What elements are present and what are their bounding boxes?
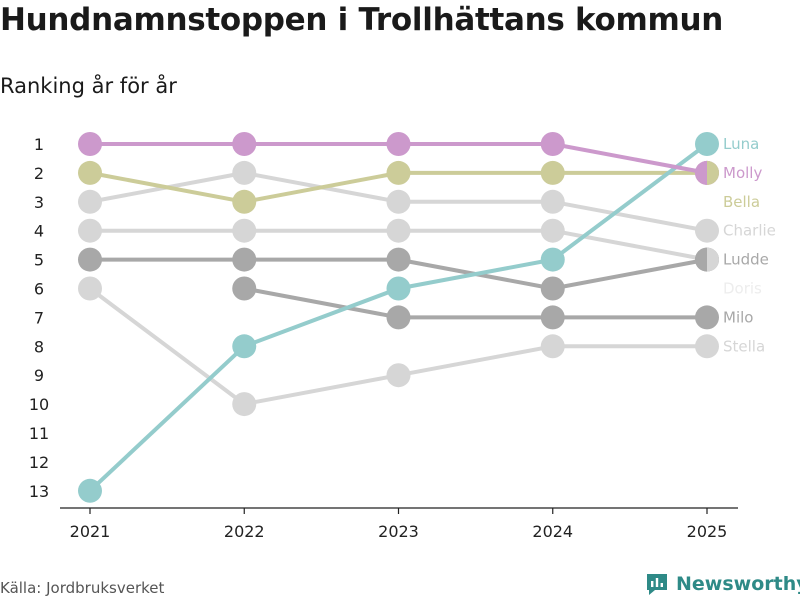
data-point-stella — [232, 392, 257, 417]
data-point-milo — [695, 305, 719, 330]
data-point-milo — [386, 305, 411, 330]
y-tick-label: 1 — [34, 135, 44, 154]
x-tick-label: 2023 — [378, 522, 419, 541]
x-tick-label: 2022 — [224, 522, 265, 541]
data-point-luna — [78, 478, 102, 503]
data-point-ludde — [232, 247, 257, 272]
end-label-charlie: Charlie — [723, 222, 776, 240]
y-tick-label: 6 — [34, 280, 44, 299]
y-tick-label: 7 — [34, 308, 44, 327]
data-point-stella — [540, 334, 565, 359]
shared-point-rank-2 — [695, 160, 719, 185]
source-note: Källa: Jordbruksverket — [0, 579, 165, 597]
y-tick-label: 9 — [34, 366, 44, 385]
newsworthy-logo-icon — [647, 574, 667, 595]
y-tick-label: 4 — [34, 222, 44, 241]
data-point-luna — [232, 334, 257, 359]
data-point-bella — [78, 160, 102, 185]
data-point-ludde — [386, 247, 411, 272]
data-point-charlie — [78, 189, 102, 214]
end-label-luna: Luna — [723, 135, 759, 153]
series-line-milo — [242, 286, 709, 320]
data-point-charlie — [540, 189, 565, 214]
shared-point-rank-5 — [695, 247, 719, 272]
end-label-stella: Stella — [723, 337, 765, 355]
y-tick-label: 12 — [29, 453, 49, 472]
x-tick-label: 2024 — [532, 522, 573, 541]
y-tick-label: 13 — [29, 482, 49, 501]
data-point-ludde — [540, 218, 565, 243]
brand-logo[interactable]: Newsworthy — [645, 570, 800, 598]
y-tick-label: 11 — [29, 424, 49, 443]
data-point-charlie — [232, 160, 257, 185]
data-point-charlie — [386, 189, 411, 214]
data-point-milo — [232, 276, 257, 301]
data-point-stella — [78, 276, 102, 301]
data-point-ludde — [78, 218, 102, 243]
y-tick-label: 3 — [34, 193, 44, 212]
shared-point-rank-5-right — [707, 247, 719, 272]
end-label-molly: Molly — [723, 164, 762, 182]
data-point-luna — [540, 247, 565, 272]
data-point-bella — [386, 160, 411, 185]
end-label-milo: Milo — [723, 308, 753, 326]
data-point-luna — [695, 132, 719, 156]
data-point-luna — [386, 276, 411, 301]
data-point-ludde — [540, 276, 565, 301]
data-point-ludde — [232, 218, 257, 243]
x-tick-label: 2021 — [70, 522, 111, 541]
data-point-stella — [386, 363, 411, 388]
y-tick-label: 8 — [34, 337, 44, 356]
x-tick-label: 2025 — [687, 522, 728, 541]
end-label-doris: Doris — [723, 280, 762, 298]
data-point-molly — [540, 132, 565, 156]
chart-subtitle: Ranking år för år — [0, 74, 177, 98]
data-point-stella — [695, 334, 719, 359]
data-point-ludde — [78, 247, 102, 272]
data-point-molly — [232, 132, 257, 156]
data-point-charlie — [695, 218, 719, 243]
y-tick-label: 5 — [34, 251, 44, 270]
data-point-milo — [540, 305, 565, 330]
end-label-bella: Bella — [723, 193, 760, 211]
data-point-ludde — [386, 218, 411, 243]
y-tick-label: 2 — [34, 164, 44, 183]
brand-name: Newsworthy — [676, 573, 800, 595]
shared-point-rank-2-right — [707, 160, 719, 185]
data-point-molly — [386, 132, 411, 156]
shared-point-rank-2-left — [695, 160, 707, 185]
data-point-bella — [540, 160, 565, 185]
y-tick-label: 10 — [29, 395, 49, 414]
end-label-ludde: Ludde — [723, 251, 769, 269]
shared-point-rank-5-left — [695, 247, 707, 272]
data-point-bella — [232, 189, 257, 214]
chart-title: Hundnamnstoppen i Trollhättans kommun — [0, 2, 724, 38]
data-point-molly — [78, 132, 102, 156]
